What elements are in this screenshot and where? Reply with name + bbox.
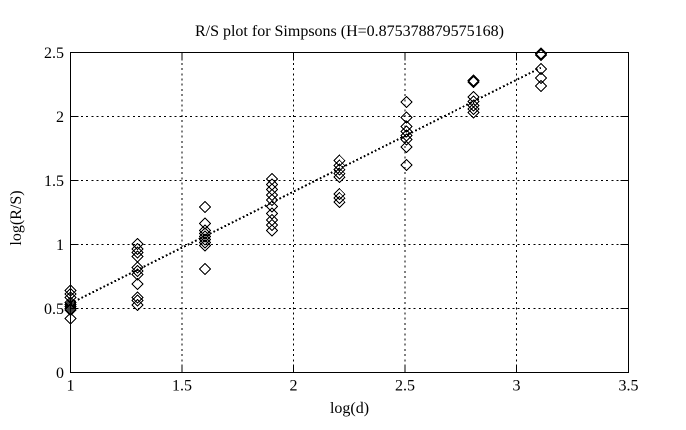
svg-text:log(R/S): log(R/S) bbox=[8, 190, 25, 245]
svg-text:3.5: 3.5 bbox=[619, 378, 639, 395]
svg-text:0: 0 bbox=[56, 365, 64, 382]
svg-text:1.5: 1.5 bbox=[44, 173, 64, 190]
svg-text:0.5: 0.5 bbox=[44, 301, 64, 318]
svg-text:3: 3 bbox=[513, 378, 521, 395]
svg-text:1.5: 1.5 bbox=[172, 378, 192, 395]
svg-text:2.5: 2.5 bbox=[395, 378, 415, 395]
svg-text:2: 2 bbox=[290, 378, 298, 395]
svg-text:log(d): log(d) bbox=[330, 400, 369, 417]
svg-text:1: 1 bbox=[67, 378, 75, 395]
svg-text:2.5: 2.5 bbox=[44, 45, 64, 62]
svg-text:1: 1 bbox=[56, 237, 64, 254]
svg-text:2: 2 bbox=[56, 109, 64, 126]
svg-text:R/S plot for Simpsons (H=0.875: R/S plot for Simpsons (H=0.8753788795751… bbox=[195, 23, 504, 40]
